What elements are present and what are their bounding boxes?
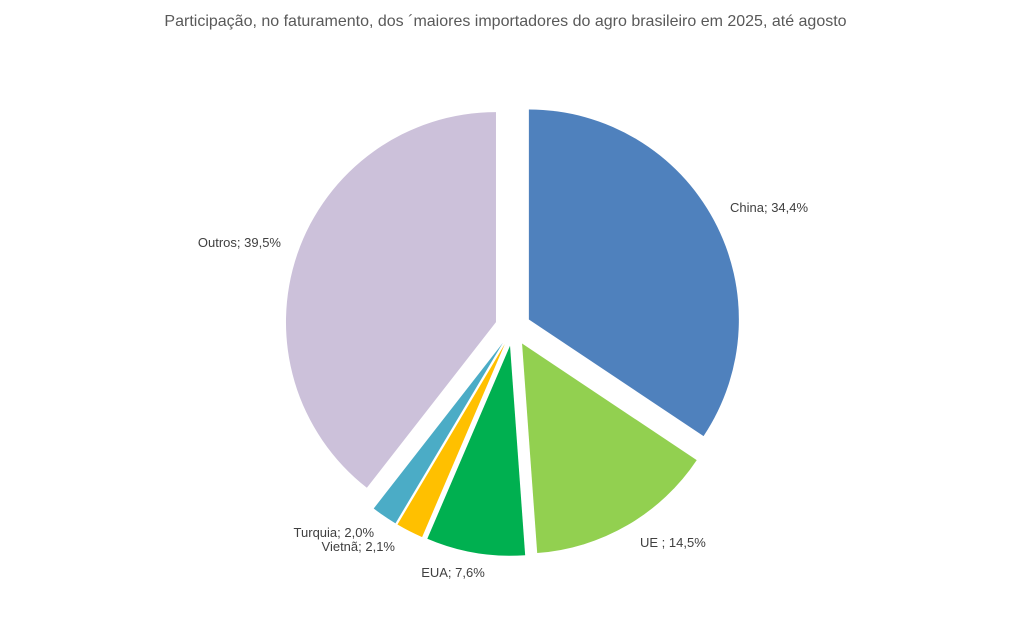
data-label-china: China; 34,4%: [730, 200, 808, 215]
data-label-turquia: Turquia; 2,0%: [294, 525, 375, 540]
data-label-vietnã: Vietnã; 2,1%: [322, 539, 396, 554]
pie-slice-ue: [522, 343, 697, 554]
pie-slice-china: [528, 109, 739, 437]
data-label-eua: EUA; 7,6%: [421, 565, 485, 580]
pie-slice-turquia: [373, 342, 503, 524]
pie-slice-eua: [427, 345, 526, 556]
data-label-ue: UE ; 14,5%: [640, 535, 706, 550]
data-label-outros: Outros; 39,5%: [198, 235, 282, 250]
chart-title: Participação, no faturamento, dos ´maior…: [164, 13, 847, 30]
pie-slice-vietnã: [397, 344, 505, 538]
pie-slice-outros: [285, 112, 496, 488]
